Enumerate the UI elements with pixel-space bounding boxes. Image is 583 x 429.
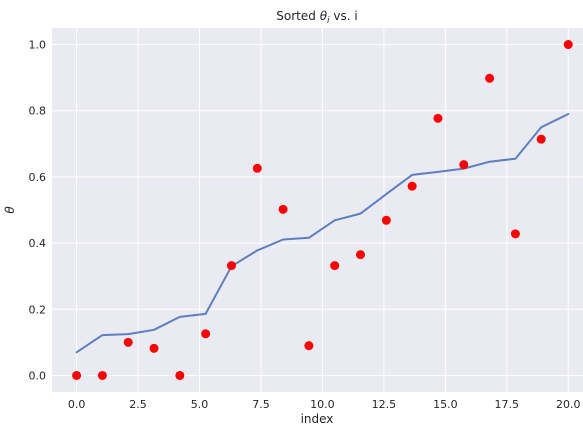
x-tick-label: 20.0: [556, 398, 581, 411]
scatter-point: [356, 250, 366, 260]
scatter-point: [536, 134, 546, 144]
scatter-point: [72, 370, 82, 380]
scatter-point: [459, 160, 469, 170]
x-tick-label: 17.5: [495, 398, 520, 411]
x-tick-label: 0.0: [68, 398, 86, 411]
y-tick-label: 0.6: [29, 171, 47, 184]
scatter-point: [563, 40, 573, 50]
scatter-point: [278, 204, 288, 214]
scatter-point: [175, 370, 185, 380]
plot-background: [52, 28, 583, 392]
y-tick-label: 0.8: [29, 105, 47, 118]
y-tick-labels: 0.0 0.2 0.4 0.6 0.8 1.0: [29, 39, 47, 383]
y-axis-label: θ: [3, 206, 17, 214]
grid: [52, 28, 583, 392]
scatter-point: [201, 329, 211, 339]
x-tick-label: 2.5: [129, 398, 147, 411]
scatter-point: [252, 163, 262, 173]
scatter-point: [304, 341, 314, 351]
scatter-point: [123, 337, 133, 347]
scatter-point: [433, 113, 443, 123]
scatter-point: [485, 73, 495, 83]
scatter-point: [381, 215, 391, 225]
scatter-point: [149, 343, 159, 353]
y-tick-label: 0.4: [29, 237, 47, 250]
x-tick-labels: 0.0 2.5 5.0 7.5 10.0 12.5 15.0 17.5 20.0: [68, 398, 581, 411]
scatter-point: [97, 370, 107, 380]
y-tick-label: 0.2: [29, 303, 47, 316]
line-series: [75, 113, 570, 354]
x-tick-label: 5.0: [191, 398, 209, 411]
x-tick-label: 15.0: [433, 398, 458, 411]
y-tick-label: 1.0: [29, 39, 47, 52]
scatter-series: [72, 40, 573, 380]
x-tick-label: 12.5: [372, 398, 397, 411]
scatter-point: [226, 261, 236, 271]
scatter-point: [510, 229, 520, 239]
scatter-point: [330, 261, 340, 271]
x-tick-label: 7.5: [252, 398, 270, 411]
scatter-point: [407, 181, 417, 191]
x-tick-label: 10.0: [310, 398, 335, 411]
chart-title: Sorted θi vs. i: [276, 9, 357, 26]
sorted-theta-line: [75, 113, 570, 354]
y-tick-label: 0.0: [29, 369, 47, 382]
x-axis-label: index: [301, 412, 334, 426]
